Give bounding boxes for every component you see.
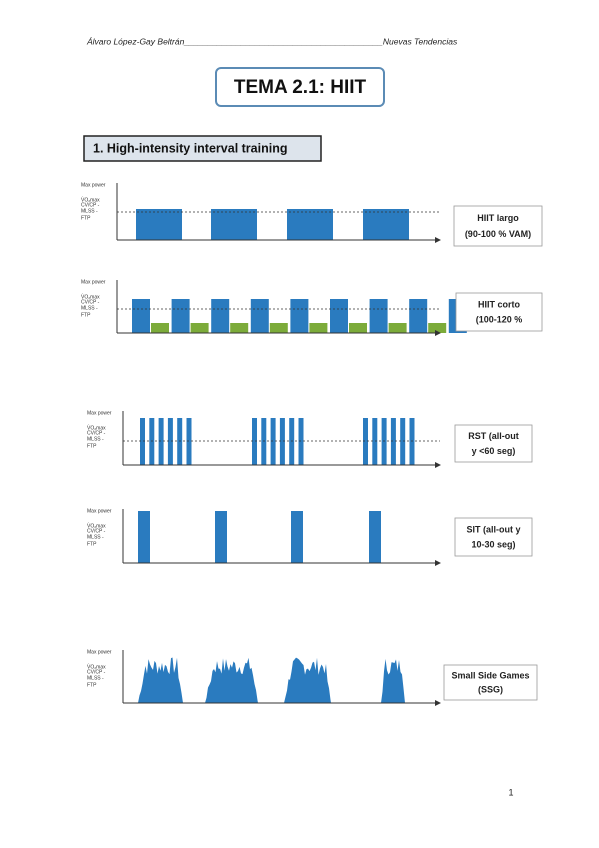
axis-label: FTP: [87, 443, 97, 449]
axis-label: FTP: [87, 682, 97, 688]
axis-label: FTP: [87, 541, 97, 547]
caption: (100-120 %: [476, 315, 523, 325]
axis-label: Max power: [87, 649, 112, 655]
interval-bar: [149, 418, 155, 465]
interval-bar: [349, 323, 367, 333]
axis-label: FTP: [81, 215, 91, 221]
axis-label: MLSS -: [87, 436, 104, 442]
caption: RST (all-out: [468, 431, 519, 441]
caption-box: [443, 664, 538, 701]
interval-bar: [409, 299, 428, 333]
caption-box: [453, 205, 543, 247]
interval-bar: [287, 209, 333, 240]
interval-bar: [140, 418, 145, 465]
ssg-profile: [138, 657, 183, 703]
interval-bar: [372, 418, 378, 465]
axis-label: CV/CP -: [87, 669, 106, 675]
interval-bar: [409, 418, 415, 465]
caption: HIIT corto: [478, 300, 521, 310]
axis-label: MLSS -: [87, 534, 104, 540]
ssg-profile: [381, 658, 405, 703]
interval-bar: [388, 323, 407, 333]
caption-box: [454, 424, 533, 463]
axis-label: Max power: [87, 410, 112, 416]
interval-bar: [363, 418, 368, 465]
title-box: [215, 67, 385, 107]
interval-bar: [158, 418, 164, 465]
axis-label: Max power: [81, 279, 106, 285]
interval-bar: [138, 511, 150, 563]
interval-bar: [369, 511, 381, 563]
axis-label: CV/CP -: [87, 430, 106, 436]
interval-bar: [290, 299, 309, 333]
interval-bar: [132, 299, 150, 333]
interval-bar: [186, 418, 192, 465]
ssg-profile: [205, 657, 258, 703]
axis-label: V̇O₂max: [87, 425, 106, 432]
section-box: [83, 135, 322, 162]
interval-bar: [428, 323, 447, 333]
axis-label: FTP: [81, 312, 91, 318]
axis-label: Max power: [81, 182, 106, 188]
caption-box: [454, 517, 533, 557]
interval-bar: [171, 299, 190, 333]
page-number: 1: [508, 787, 513, 797]
interval-bar: [279, 418, 285, 465]
axis-label: V̇O₂max: [87, 523, 106, 530]
interval-bar: [309, 323, 328, 333]
axis-label: Max power: [87, 508, 112, 514]
axis-label: CV/CP -: [87, 528, 106, 534]
interval-bar: [381, 418, 387, 465]
interval-bar: [289, 418, 295, 465]
interval-bar: [270, 418, 276, 465]
caption: (SSG): [478, 685, 503, 695]
interval-bar: [369, 299, 388, 333]
interval-bar: [330, 299, 348, 333]
interval-bar: [215, 511, 227, 563]
interval-bar: [390, 418, 396, 465]
axis-label: MLSS -: [81, 305, 98, 311]
caption: SIT (all-out y: [467, 525, 521, 535]
axis-label: MLSS -: [81, 208, 98, 214]
interval-bar: [252, 418, 257, 465]
axis-label: MLSS -: [87, 675, 104, 681]
axis-label: V̇O₂max: [81, 197, 100, 204]
interval-bar: [211, 299, 230, 333]
axis-label: V̇O₂max: [87, 664, 106, 671]
interval-bar: [136, 209, 182, 240]
interval-bar: [151, 323, 169, 333]
interval-bar: [177, 418, 183, 465]
section-heading: 1. High-intensity interval training: [93, 141, 287, 155]
interval-bar: [230, 323, 249, 333]
interval-bar: [269, 323, 288, 333]
axis-label: CV/CP -: [81, 202, 100, 208]
interval-bar: [298, 418, 304, 465]
interval-bar: [167, 418, 173, 465]
caption: (90-100 % VAM): [465, 229, 531, 239]
interval-bar: [250, 299, 269, 333]
caption: Small Side Games: [451, 671, 529, 681]
caption: 10-30 seg): [471, 540, 515, 550]
interval-bar: [400, 418, 406, 465]
ssg-profile: [284, 657, 331, 703]
header: Álvaro López-Gay Beltrán________________…: [86, 36, 458, 46]
caption-box: [455, 292, 543, 332]
axis-label: V̇O₂max: [81, 294, 100, 301]
interval-bar: [261, 418, 267, 465]
interval-bar: [291, 511, 303, 563]
axis-label: CV/CP -: [81, 299, 100, 305]
interval-bar: [190, 323, 209, 333]
title: TEMA 2.1: HIIT: [234, 77, 367, 98]
caption: y <60 seg): [472, 446, 516, 456]
caption: HIIT largo: [477, 213, 519, 223]
interval-bar: [211, 209, 257, 240]
interval-bar: [363, 209, 409, 240]
